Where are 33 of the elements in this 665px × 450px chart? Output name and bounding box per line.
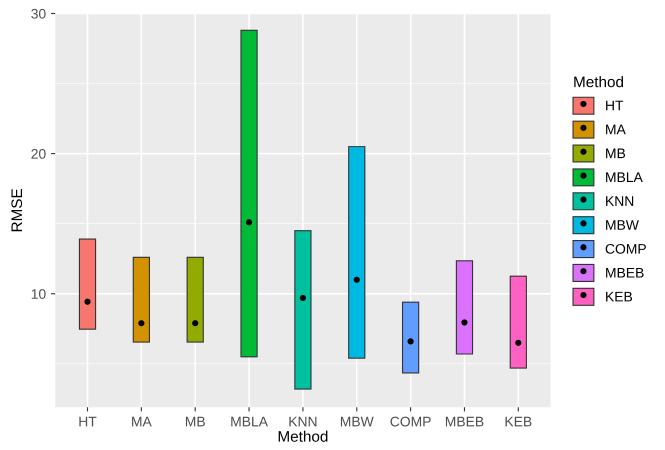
legend-label: KNN xyxy=(606,196,634,206)
legend-label: HT xyxy=(606,100,624,110)
x-tick-label: KNN xyxy=(289,416,316,426)
x-tick-label: MA xyxy=(132,416,152,426)
y-tick-label: 10 xyxy=(32,289,46,299)
point xyxy=(84,298,91,305)
x-tick-label: KEB xyxy=(506,416,532,426)
legend-label: MBW xyxy=(606,220,639,230)
point xyxy=(138,320,144,326)
legend-label: MBLA xyxy=(606,172,643,182)
x-tick-label: HT xyxy=(79,416,96,426)
point xyxy=(354,276,360,283)
y-axis-title: RMSE xyxy=(11,188,22,232)
point xyxy=(246,219,252,226)
y-tick-label: 20 xyxy=(31,148,46,159)
legend-title: Method xyxy=(574,76,623,88)
x-axis-title: Method xyxy=(278,430,328,442)
legend-label: MB xyxy=(606,148,626,158)
y-tick-label: 30 xyxy=(31,8,46,19)
x-tick-label: MBW xyxy=(340,416,374,426)
point xyxy=(408,338,414,344)
point xyxy=(192,320,198,326)
legend-label: COMP xyxy=(606,244,646,254)
point xyxy=(515,340,522,346)
legend-label: KEB xyxy=(606,292,632,302)
legend-label: MBEB xyxy=(606,268,644,278)
x-tick-label: MB xyxy=(186,416,205,426)
point xyxy=(300,294,306,302)
legend-label: MA xyxy=(606,124,626,134)
x-tick-label: MBEB xyxy=(446,416,484,426)
x-tick-label: MBLA xyxy=(231,416,268,426)
x-tick-label: COMP xyxy=(390,416,431,426)
point xyxy=(461,319,468,326)
